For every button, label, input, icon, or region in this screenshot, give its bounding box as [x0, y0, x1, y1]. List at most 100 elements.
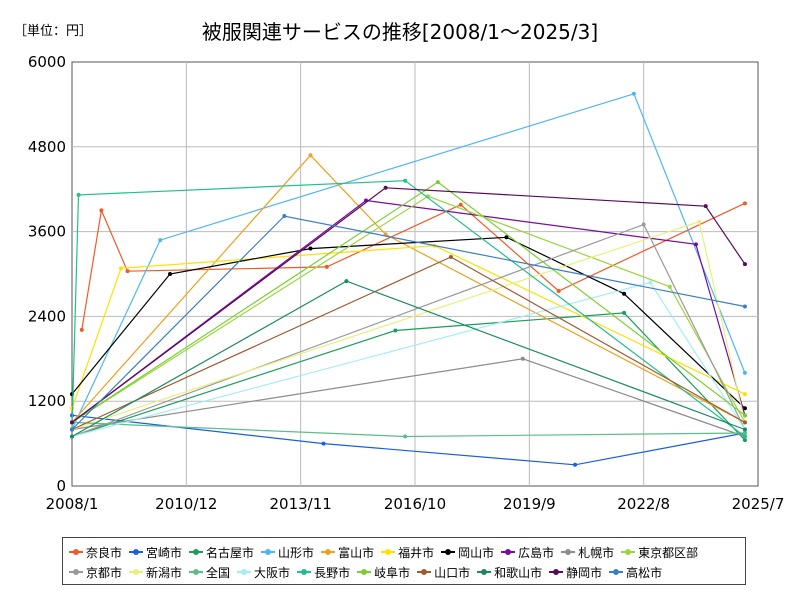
- legend-label: 全国: [206, 565, 231, 580]
- data-point: [344, 279, 349, 284]
- data-point: [79, 327, 84, 332]
- legend-label: 広島市: [518, 545, 555, 560]
- series-line: [71, 414, 746, 466]
- data-point: [742, 427, 747, 432]
- data-point: [622, 291, 627, 296]
- legend-item: 富山市: [321, 544, 374, 561]
- legend-swatch: [417, 568, 432, 576]
- legend-label: 福井市: [398, 545, 435, 560]
- data-point: [742, 420, 747, 425]
- data-point: [641, 222, 646, 227]
- legend-item: 宮崎市: [129, 544, 182, 561]
- data-point: [403, 434, 408, 439]
- data-point: [308, 246, 313, 251]
- data-point: [168, 272, 172, 276]
- data-point: [742, 392, 747, 397]
- data-point: [693, 242, 698, 247]
- legend-swatch: [237, 568, 252, 576]
- legend-item: 広島市: [501, 544, 554, 561]
- data-point: [742, 201, 747, 206]
- legend-swatch: [129, 548, 144, 556]
- data-point: [573, 462, 578, 467]
- data-point: [742, 413, 747, 418]
- legend-swatch: [189, 548, 204, 556]
- legend-swatch: [69, 568, 83, 576]
- y-tick-label: 2400: [28, 307, 66, 325]
- legend-swatch: [549, 568, 564, 576]
- legend-label: 京都市: [86, 565, 123, 580]
- y-tick-label: 6000: [28, 53, 66, 71]
- legend-label: 岐阜市: [374, 565, 411, 580]
- data-point: [70, 427, 74, 432]
- data-point: [308, 153, 313, 158]
- series-line: [71, 312, 746, 441]
- legend-item: 東京都区部: [621, 544, 698, 561]
- data-point: [703, 204, 708, 209]
- legend-swatch: [261, 548, 276, 556]
- data-point: [622, 310, 627, 315]
- legend-item: 大阪市: [237, 564, 290, 581]
- legend-item: 京都市: [69, 564, 122, 581]
- legend-label: 山形市: [278, 545, 315, 560]
- x-tick-label: 2013/11: [270, 495, 332, 513]
- legend-swatch: [321, 548, 336, 556]
- y-tick-label: 3600: [28, 223, 66, 241]
- legend-swatch: [561, 548, 576, 556]
- legend-label: 宮崎市: [146, 545, 183, 560]
- legend-item: 岡山市: [441, 544, 494, 561]
- legend-item: 札幌市: [561, 544, 614, 561]
- legend-label: 静岡市: [566, 565, 603, 580]
- legend-label: 新潟市: [146, 565, 183, 580]
- data-point: [556, 288, 561, 293]
- x-tick-label: 2019/9: [503, 495, 556, 513]
- data-point: [383, 185, 388, 190]
- legend-label: 富山市: [338, 545, 375, 560]
- legend-swatch: [501, 548, 516, 556]
- legend-label: 奈良市: [86, 545, 123, 560]
- legend-label: 岡山市: [458, 545, 495, 560]
- legend-label: 山口市: [434, 565, 471, 580]
- series-line: [71, 199, 746, 423]
- y-tick-label: 4800: [28, 138, 66, 156]
- legend-item: 静岡市: [549, 564, 602, 581]
- legend-item: 山形市: [261, 544, 314, 561]
- legend-item: 高松市: [609, 564, 662, 581]
- data-point: [403, 178, 408, 183]
- data-point: [125, 269, 130, 274]
- legend-item: 岐阜市: [357, 564, 410, 581]
- data-point: [742, 262, 747, 267]
- legend-row: 奈良市 宮崎市 名古屋市 山形市 富山市 福井市 岡山市 広島市 札幌市 東京都区部: [69, 542, 705, 562]
- legend-label: 東京都区部: [638, 545, 699, 560]
- data-point: [70, 420, 74, 425]
- legend-item: 奈良市: [69, 544, 122, 561]
- data-point: [742, 370, 747, 375]
- legend-item: 名古屋市: [189, 544, 254, 561]
- series-line: [71, 180, 746, 437]
- x-tick-label: 2010/12: [155, 495, 217, 513]
- data-point: [324, 264, 329, 269]
- data-point: [742, 438, 747, 443]
- legend-label: 長野市: [314, 565, 351, 580]
- legend-label: 和歌山市: [494, 565, 543, 580]
- legend-swatch: [441, 548, 456, 556]
- x-tick-label: 2022/8: [617, 495, 670, 513]
- chart-title: 被服関連サービスの推移[2008/1～2025/3]: [201, 20, 599, 44]
- legend-item: 山口市: [417, 564, 470, 581]
- series-line: [71, 93, 746, 430]
- series-line: [71, 154, 746, 423]
- x-tick-label: 2016/10: [384, 495, 446, 513]
- data-point: [458, 202, 463, 207]
- data-point: [70, 434, 74, 439]
- legend-swatch: [609, 568, 624, 576]
- data-point: [282, 214, 287, 219]
- legend-label: 札幌市: [578, 545, 615, 560]
- unit-label: ［単位：円］: [14, 24, 93, 39]
- legend-swatch: [621, 548, 636, 556]
- data-point: [435, 180, 440, 185]
- data-point: [667, 284, 672, 289]
- legend-label: 高松市: [626, 565, 663, 580]
- legend-swatch: [357, 568, 372, 576]
- x-tick-label: 2025/7: [732, 495, 785, 513]
- legend-swatch: [381, 548, 396, 556]
